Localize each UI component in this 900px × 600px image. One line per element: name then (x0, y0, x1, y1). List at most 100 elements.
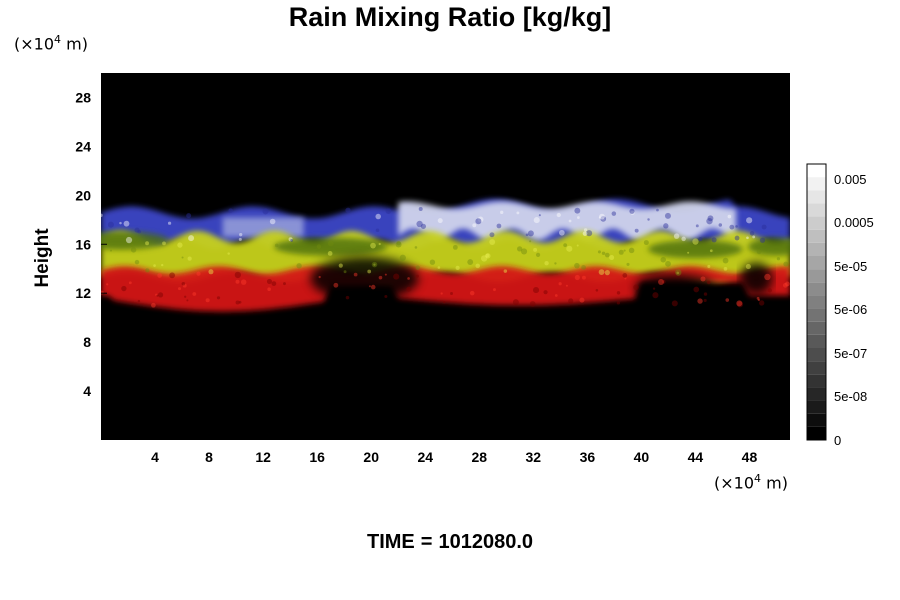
texture-speck (652, 287, 656, 290)
texture-speck (437, 218, 443, 224)
texture-speck (216, 296, 221, 300)
texture-speck (375, 228, 380, 233)
texture-speck (604, 252, 610, 258)
texture-speck (177, 287, 182, 291)
texture-speck (384, 294, 388, 299)
texture-speck (156, 294, 159, 297)
texture-speck (756, 296, 760, 300)
texture-speck (544, 261, 549, 266)
texture-speck (137, 229, 141, 234)
texture-speck (723, 266, 728, 271)
texture-speck (759, 237, 766, 243)
texture-speck (234, 271, 242, 279)
y-tick-label: 4 (83, 383, 91, 399)
colorbar-segment (807, 203, 826, 217)
x-axis-unit: (×104 m) (714, 472, 788, 493)
texture-speck (368, 285, 371, 288)
texture-speck (469, 290, 475, 296)
texture-speck (378, 275, 383, 280)
colorbar-segment (807, 229, 826, 243)
green-shade (101, 231, 169, 250)
colorbar-segment (807, 348, 826, 362)
texture-speck (707, 215, 714, 222)
x-tick-label: 28 (471, 449, 487, 465)
texture-speck (706, 280, 711, 285)
colorbar-segment (807, 242, 826, 256)
texture-speck (485, 253, 490, 258)
texture-speck (692, 238, 699, 245)
colorbar: 0.005 0.0005 5e-05 5e-06 5e-07 5e-08 0 (806, 163, 874, 448)
texture-speck (228, 208, 233, 213)
band-pale-left (222, 217, 304, 237)
texture-speck (749, 231, 755, 236)
texture-speck (288, 237, 293, 242)
texture-speck (395, 241, 402, 248)
chart-title: Rain Mixing Ratio [kg/kg] (288, 2, 612, 32)
texture-speck (385, 208, 392, 214)
texture-speck (271, 281, 277, 286)
texture-speck (746, 236, 749, 240)
texture-speck (128, 281, 132, 285)
texture-speck (240, 279, 247, 285)
texture-speck (290, 239, 294, 242)
y-axis-ticks: 4 8 12 16 20 24 28 (75, 89, 107, 399)
texture-speck (695, 224, 699, 228)
texture-speck (235, 279, 240, 284)
texture-speck (693, 286, 700, 293)
texture-speck (736, 300, 743, 307)
texture-speck (367, 269, 372, 274)
texture-speck (577, 216, 580, 219)
texture-speck (579, 297, 585, 303)
y-axis-unit: (×104 m) (14, 33, 88, 54)
texture-speck (616, 301, 621, 305)
texture-speck (296, 263, 302, 269)
texture-speck (267, 287, 271, 292)
texture-speck (101, 290, 104, 295)
texture-speck (269, 218, 276, 225)
texture-speck (480, 255, 488, 262)
texture-speck (758, 300, 765, 306)
rain-field (101, 199, 790, 312)
texture-speck (761, 224, 767, 230)
texture-speck (370, 284, 376, 290)
texture-speck (300, 239, 303, 242)
texture-speck (418, 207, 423, 212)
texture-speck (181, 281, 186, 286)
texture-speck (205, 298, 210, 303)
texture-speck (652, 292, 659, 299)
texture-speck (157, 292, 164, 298)
texture-speck (568, 298, 574, 304)
texture-speck (527, 230, 534, 237)
texture-speck (130, 247, 137, 253)
texture-speck (343, 270, 347, 274)
colorbar-segment (807, 282, 826, 296)
texture-speck (554, 262, 557, 265)
colorbar-label: 0.0005 (834, 215, 874, 230)
texture-speck (415, 265, 420, 270)
texture-speck (477, 216, 484, 223)
texture-speck (707, 264, 711, 268)
texture-speck (673, 233, 680, 239)
texture-speck (598, 269, 605, 276)
texture-speck (161, 263, 164, 267)
colorbar-segment (807, 413, 826, 427)
texture-speck (675, 269, 682, 276)
texture-speck (472, 223, 477, 228)
y-tick-label: 12 (75, 285, 91, 301)
texture-speck (630, 210, 635, 215)
time-readout: TIME = 1012080.0 (366, 531, 533, 553)
texture-speck (585, 230, 593, 237)
texture-speck (565, 284, 568, 287)
x-tick-label: 16 (309, 449, 325, 465)
texture-speck (475, 218, 482, 225)
texture-speck (634, 228, 639, 233)
texture-speck (177, 242, 183, 248)
texture-speck (671, 300, 678, 307)
green-shade (648, 240, 743, 259)
texture-speck (345, 295, 350, 300)
colorbar-segment (807, 164, 826, 178)
texture-speck (227, 252, 230, 255)
y-tick-label: 20 (75, 187, 91, 203)
texture-speck (151, 302, 156, 308)
